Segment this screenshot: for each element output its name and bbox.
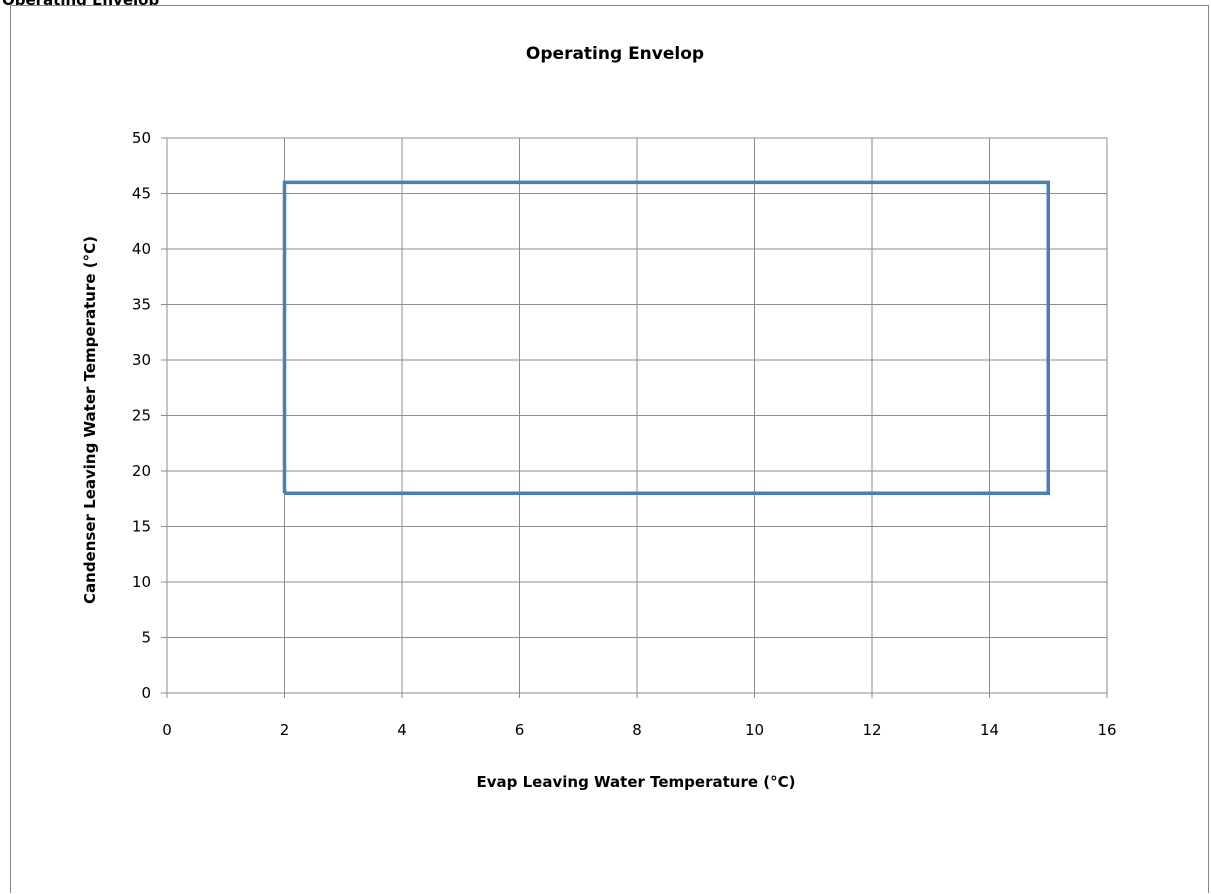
x-tick-label: 4 <box>397 721 407 739</box>
chart: 0 2 4 6 8 10 12 14 16 0 5 10 15 20 25 30 35 40 45 50 Operat… <box>81 44 1117 791</box>
y-tick-label: 5 <box>141 629 151 647</box>
y-tick-label: 0 <box>141 684 151 702</box>
x-tick-label: 0 <box>162 721 172 739</box>
y-tick-label: 45 <box>132 185 151 203</box>
y-tick-label: 15 <box>132 518 151 536</box>
x-axis-label: Evap Leaving Water Temperature (°C) <box>477 773 796 791</box>
page-heading: Operating Envelop <box>2 0 159 9</box>
x-tick-label: 10 <box>745 721 764 739</box>
x-tick-label: 16 <box>1097 721 1116 739</box>
series-layer <box>282 180 1050 495</box>
grid-lines <box>167 137 1108 693</box>
chart-title: Operating Envelop <box>526 44 704 64</box>
x-tick-label: 14 <box>980 721 999 739</box>
tick-labels: 0 2 4 6 8 10 12 14 16 0 5 10 15 20 25 30 35 40 45 50 <box>132 129 1117 739</box>
y-tick-label: 25 <box>132 407 151 425</box>
y-tick-label: 20 <box>132 462 151 480</box>
y-tick-label: 35 <box>132 296 151 314</box>
x-tick-label: 2 <box>280 721 290 739</box>
axes <box>161 137 1108 698</box>
y-axis-label: Candenser Leaving Water Temperature (°C) <box>81 236 99 604</box>
envelope-line <box>282 180 1050 495</box>
y-tick-label: 50 <box>132 129 151 147</box>
y-tick-label: 40 <box>132 240 151 258</box>
x-tick-label: 8 <box>632 721 642 739</box>
y-tick-label: 10 <box>132 573 151 591</box>
x-tick-label: 12 <box>862 721 881 739</box>
x-tick-label: 6 <box>515 721 525 739</box>
y-tick-label: 30 <box>132 351 151 369</box>
chart-area: 0 2 4 6 8 10 12 14 16 0 5 10 15 20 25 30 35 40 45 50 Operat… <box>10 5 1209 893</box>
